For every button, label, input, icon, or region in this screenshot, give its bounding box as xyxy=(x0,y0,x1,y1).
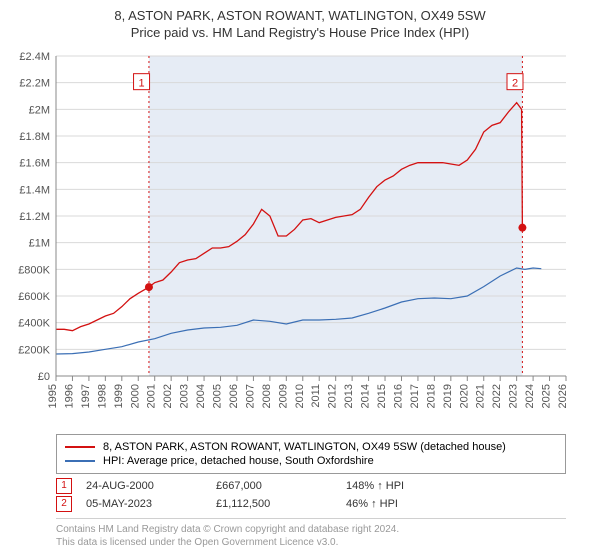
annotation-delta: 46% ↑ HPI xyxy=(346,498,398,510)
svg-text:£1M: £1M xyxy=(29,237,50,249)
svg-text:2024: 2024 xyxy=(524,384,536,408)
annotation-price: £667,000 xyxy=(216,480,346,492)
line-chart-svg: £0 £200K £400K £600K £800K £1M £1.2M £1.4M £1.6M… xyxy=(10,48,590,428)
svg-text:£200K: £200K xyxy=(18,344,50,356)
svg-text:£1.2M: £1.2M xyxy=(19,211,50,223)
svg-text:1999: 1999 xyxy=(113,384,125,408)
svg-text:2011: 2011 xyxy=(310,384,322,408)
svg-text:2013: 2013 xyxy=(343,384,355,408)
annotation-marker: 2 xyxy=(56,496,72,512)
svg-text:2022: 2022 xyxy=(491,384,503,408)
svg-text:2026: 2026 xyxy=(557,384,569,408)
svg-text:2025: 2025 xyxy=(541,384,553,408)
svg-text:£800K: £800K xyxy=(18,264,50,276)
legend-swatch xyxy=(65,460,95,462)
svg-text:2006: 2006 xyxy=(228,384,240,408)
svg-text:£0: £0 xyxy=(38,371,50,383)
svg-text:£600K: £600K xyxy=(18,291,50,303)
svg-text:2012: 2012 xyxy=(327,384,339,408)
svg-text:£1.6M: £1.6M xyxy=(19,157,50,169)
svg-text:2010: 2010 xyxy=(294,384,306,408)
attribution-footer: Contains HM Land Registry data © Crown c… xyxy=(56,518,566,549)
legend-item: HPI: Average price, detached house, Sout… xyxy=(65,455,557,467)
legend-label: 8, ASTON PARK, ASTON ROWANT, WATLINGTON,… xyxy=(103,441,506,453)
legend-label: HPI: Average price, detached house, Sout… xyxy=(103,455,374,467)
annotation-price: £1,112,500 xyxy=(216,498,346,510)
svg-text:£400K: £400K xyxy=(18,317,50,329)
annotation-marker: 1 xyxy=(56,478,72,494)
chart-area: £0 £200K £400K £600K £800K £1M £1.2M £1.4M £1.6M… xyxy=(10,48,590,428)
svg-text:£1.8M: £1.8M xyxy=(19,131,50,143)
svg-text:£2.2M: £2.2M xyxy=(19,77,50,89)
svg-text:2007: 2007 xyxy=(244,384,256,408)
legend-swatch xyxy=(65,446,95,448)
svg-text:2017: 2017 xyxy=(409,384,421,408)
annotation-date: 24-AUG-2000 xyxy=(86,480,216,492)
svg-text:2005: 2005 xyxy=(212,384,224,408)
svg-text:1998: 1998 xyxy=(96,384,108,408)
svg-text:2001: 2001 xyxy=(146,384,158,408)
title-line-2: Price paid vs. HM Land Registry's House … xyxy=(10,25,590,42)
svg-text:2018: 2018 xyxy=(425,384,437,408)
svg-text:1997: 1997 xyxy=(80,384,92,408)
footer-line-1: Contains HM Land Registry data © Crown c… xyxy=(56,523,566,536)
svg-text:2004: 2004 xyxy=(195,384,207,408)
svg-text:1: 1 xyxy=(138,77,144,89)
legend-item: 8, ASTON PARK, ASTON ROWANT, WATLINGTON,… xyxy=(65,441,557,453)
svg-text:£2M: £2M xyxy=(29,104,50,116)
svg-text:£1.4M: £1.4M xyxy=(19,184,50,196)
svg-text:2016: 2016 xyxy=(392,384,404,408)
svg-text:2019: 2019 xyxy=(442,384,454,408)
svg-text:2002: 2002 xyxy=(162,384,174,408)
svg-text:2015: 2015 xyxy=(376,384,388,408)
svg-text:2003: 2003 xyxy=(179,384,191,408)
svg-text:2: 2 xyxy=(512,77,518,89)
chart-figure: 8, ASTON PARK, ASTON ROWANT, WATLINGTON,… xyxy=(0,0,600,560)
svg-text:2009: 2009 xyxy=(277,384,289,408)
annotation-rows: 1 24-AUG-2000£667,000148% ↑ HPI 2 05-MAY-20… xyxy=(10,478,590,512)
svg-text:2000: 2000 xyxy=(129,384,141,408)
title-line-1: 8, ASTON PARK, ASTON ROWANT, WATLINGTON,… xyxy=(10,8,590,25)
svg-text:£2.4M: £2.4M xyxy=(19,51,50,63)
svg-text:1995: 1995 xyxy=(47,384,59,408)
legend: 8, ASTON PARK, ASTON ROWANT, WATLINGTON,… xyxy=(56,434,566,474)
sale-annotation: 2 05-MAY-2023£1,112,50046% ↑ HPI xyxy=(56,496,590,512)
svg-text:2023: 2023 xyxy=(508,384,520,408)
footer-line-2: This data is licensed under the Open Gov… xyxy=(56,536,566,549)
sale-annotation: 1 24-AUG-2000£667,000148% ↑ HPI xyxy=(56,478,590,494)
svg-text:2021: 2021 xyxy=(475,384,487,408)
svg-text:2008: 2008 xyxy=(261,384,273,408)
annotation-date: 05-MAY-2023 xyxy=(86,498,216,510)
svg-text:2014: 2014 xyxy=(360,384,372,408)
annotation-delta: 148% ↑ HPI xyxy=(346,480,404,492)
svg-text:1996: 1996 xyxy=(63,384,75,408)
svg-text:2020: 2020 xyxy=(458,384,470,408)
